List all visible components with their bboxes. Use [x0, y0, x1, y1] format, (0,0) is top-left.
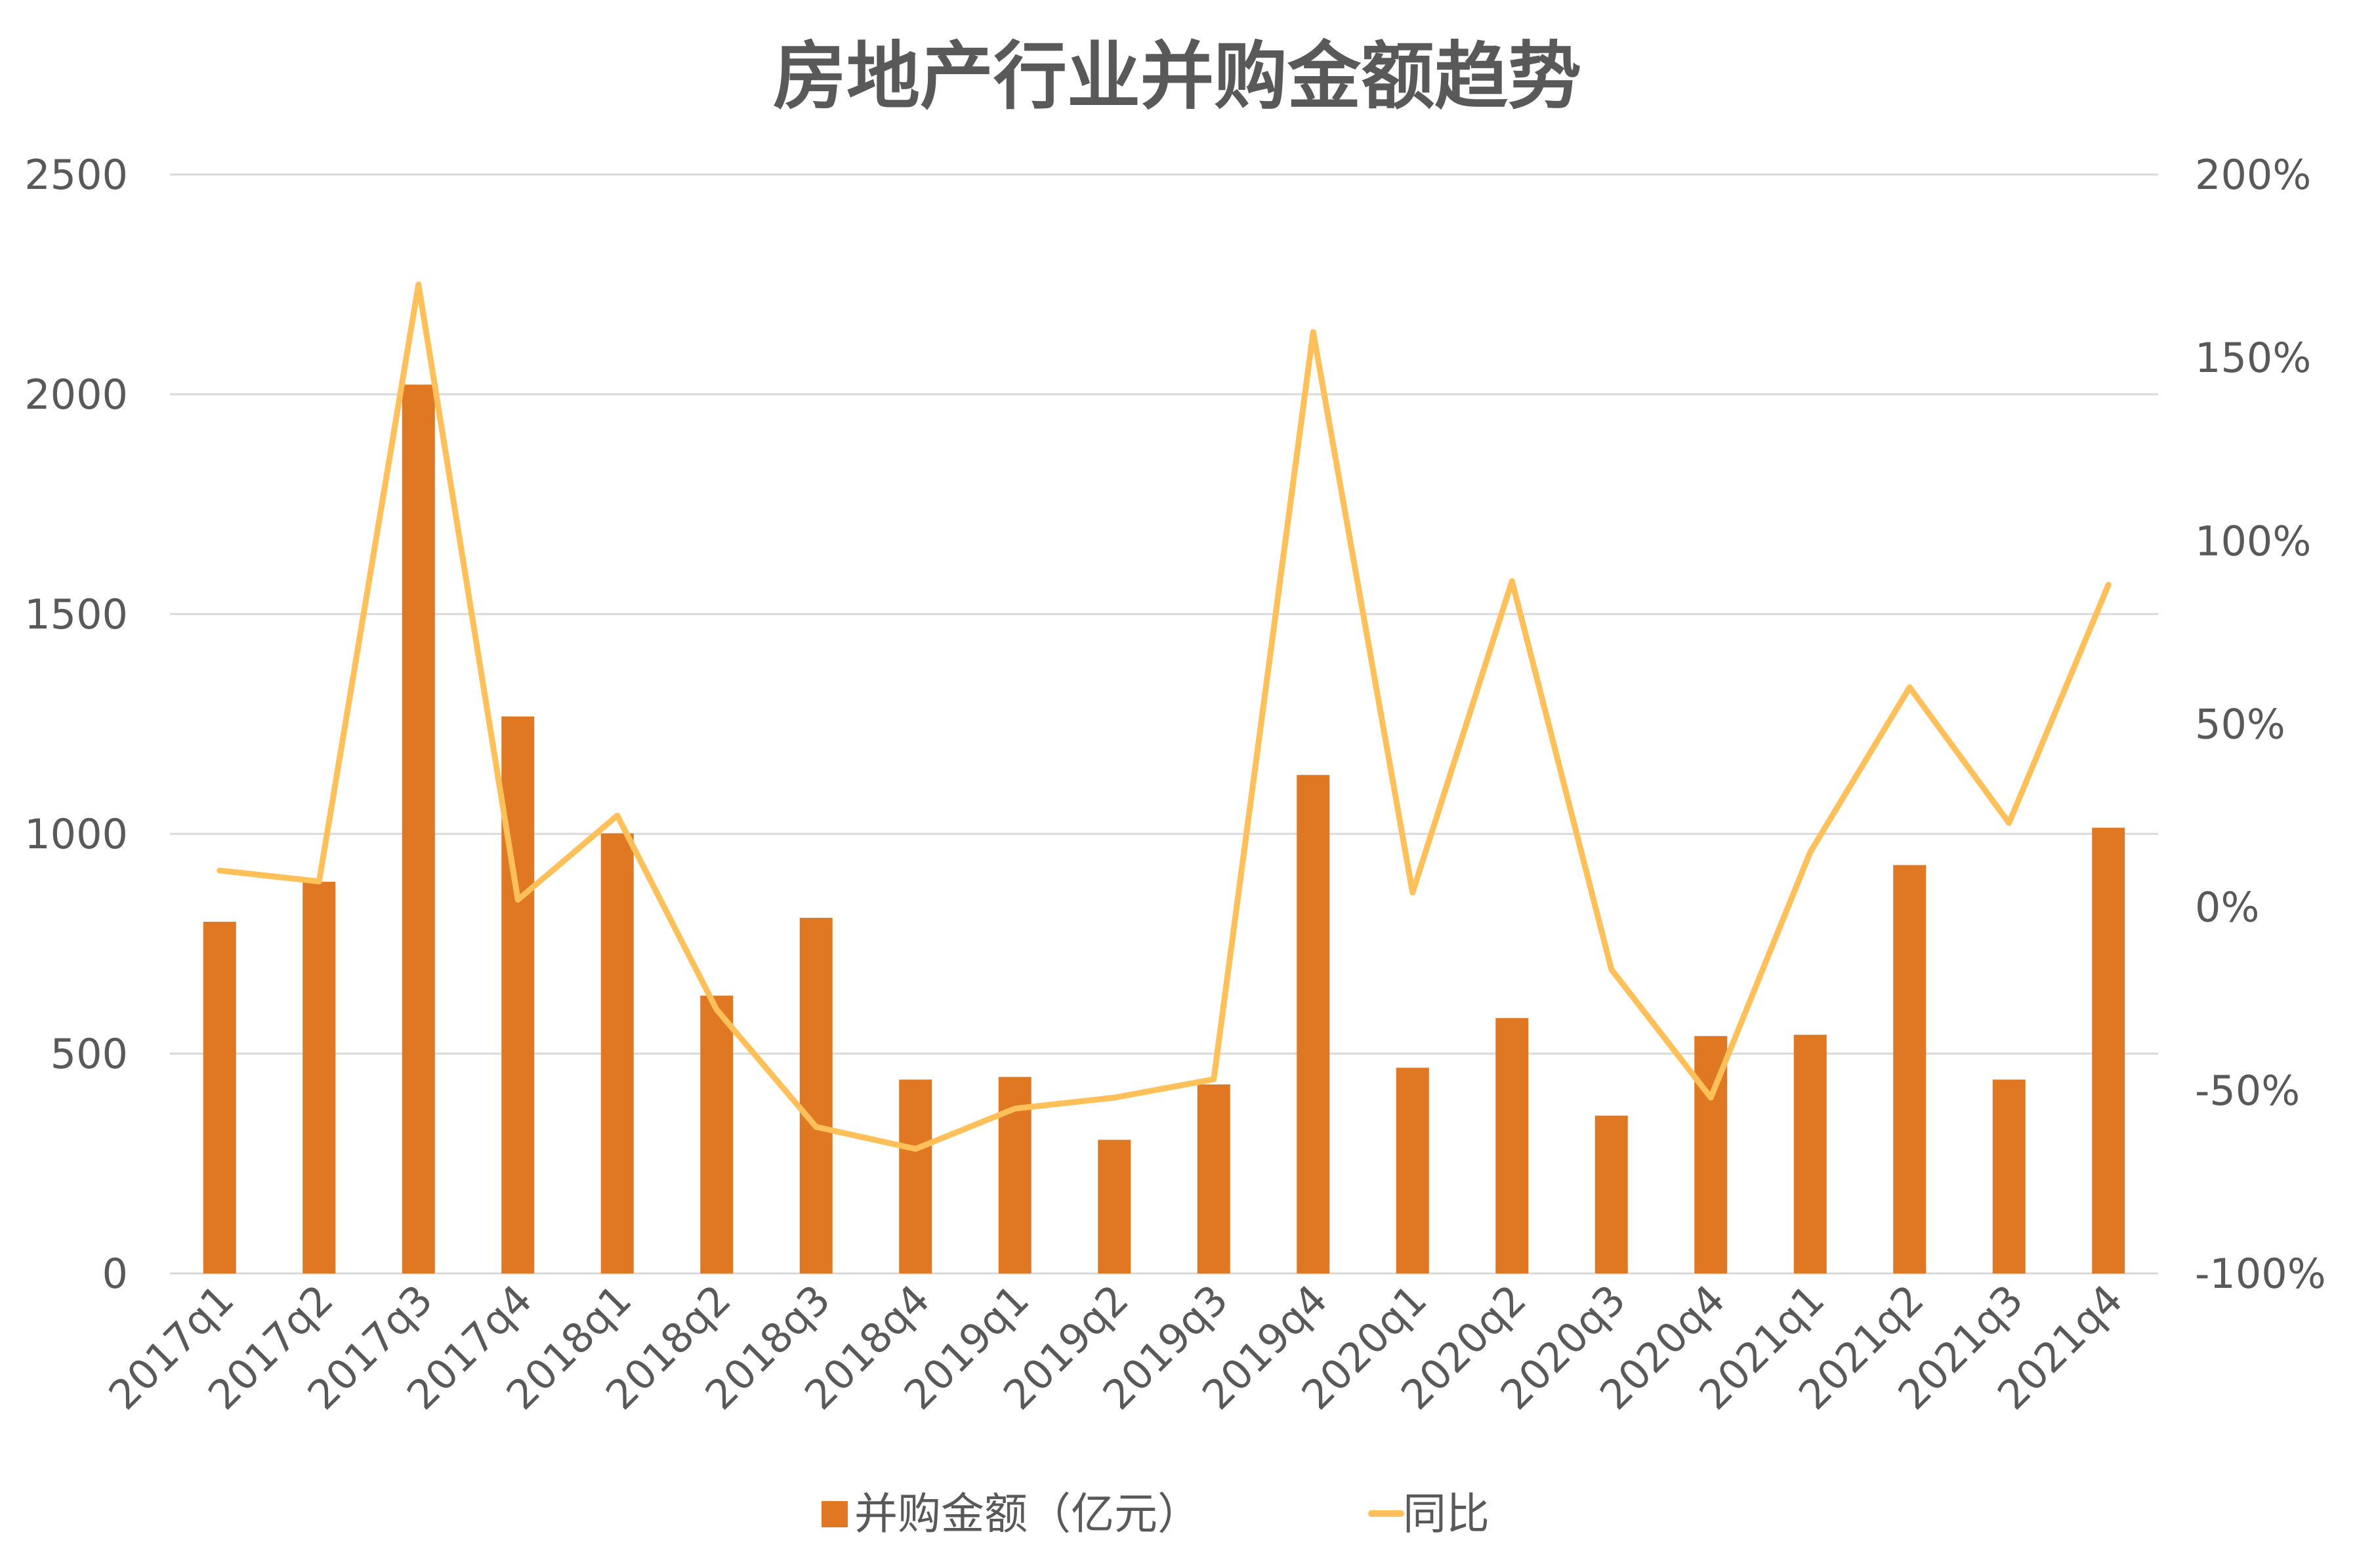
bar-2020q1	[1396, 1067, 1429, 1273]
bar-2017q4	[501, 716, 535, 1273]
bar-2017q2	[302, 882, 336, 1273]
bar-2018q3	[799, 917, 833, 1273]
bar-2021q3	[1992, 1079, 2026, 1273]
y-left-tick-label: 0	[102, 1250, 128, 1298]
bar-2018q1	[600, 833, 634, 1273]
legend-swatch-bar	[822, 1501, 848, 1527]
bar-2021q1	[1793, 1035, 1827, 1273]
bar-2021q4	[2092, 827, 2125, 1273]
y-left-tick-label: 1500	[24, 590, 128, 638]
y-left-tick-label: 2000	[24, 371, 128, 419]
y-right-tick-label: -50%	[2195, 1067, 2300, 1115]
chart-title: 房地产行业并购金额趋势	[773, 34, 1581, 119]
y-left-tick-label: 1000	[24, 810, 128, 858]
bar-2019q4	[1297, 775, 1330, 1273]
y-right-tick-label: -100%	[2195, 1250, 2326, 1298]
bar-2020q3	[1594, 1115, 1628, 1273]
y-right-tick-label: 0%	[2195, 884, 2259, 932]
bar-2021q2	[1893, 865, 1927, 1273]
bar-2017q3	[402, 384, 435, 1273]
bar-2020q2	[1495, 1018, 1529, 1273]
y-left-tick-label: 500	[51, 1030, 128, 1078]
y-right-tick-label: 150%	[2195, 334, 2311, 382]
legend: 并购金额（亿元） 同比	[822, 1489, 1490, 1539]
yoy-line	[217, 281, 2112, 1152]
y-left-tick-label: 2500	[24, 151, 128, 199]
bar-2019q2	[1098, 1140, 1131, 1273]
legend-label-line: 同比	[1403, 1489, 1490, 1539]
bar-2019q3	[1197, 1084, 1230, 1273]
bar-2017q1	[203, 922, 236, 1273]
legend-label-bar: 并购金额（亿元）	[854, 1489, 1201, 1539]
bar-2018q4	[899, 1079, 932, 1273]
bar-2018q2	[700, 995, 734, 1273]
y-right-tick-label: 200%	[2195, 151, 2311, 199]
y-right-tick-label: 50%	[2195, 701, 2285, 749]
y-right-tick-label: 100%	[2195, 517, 2311, 565]
